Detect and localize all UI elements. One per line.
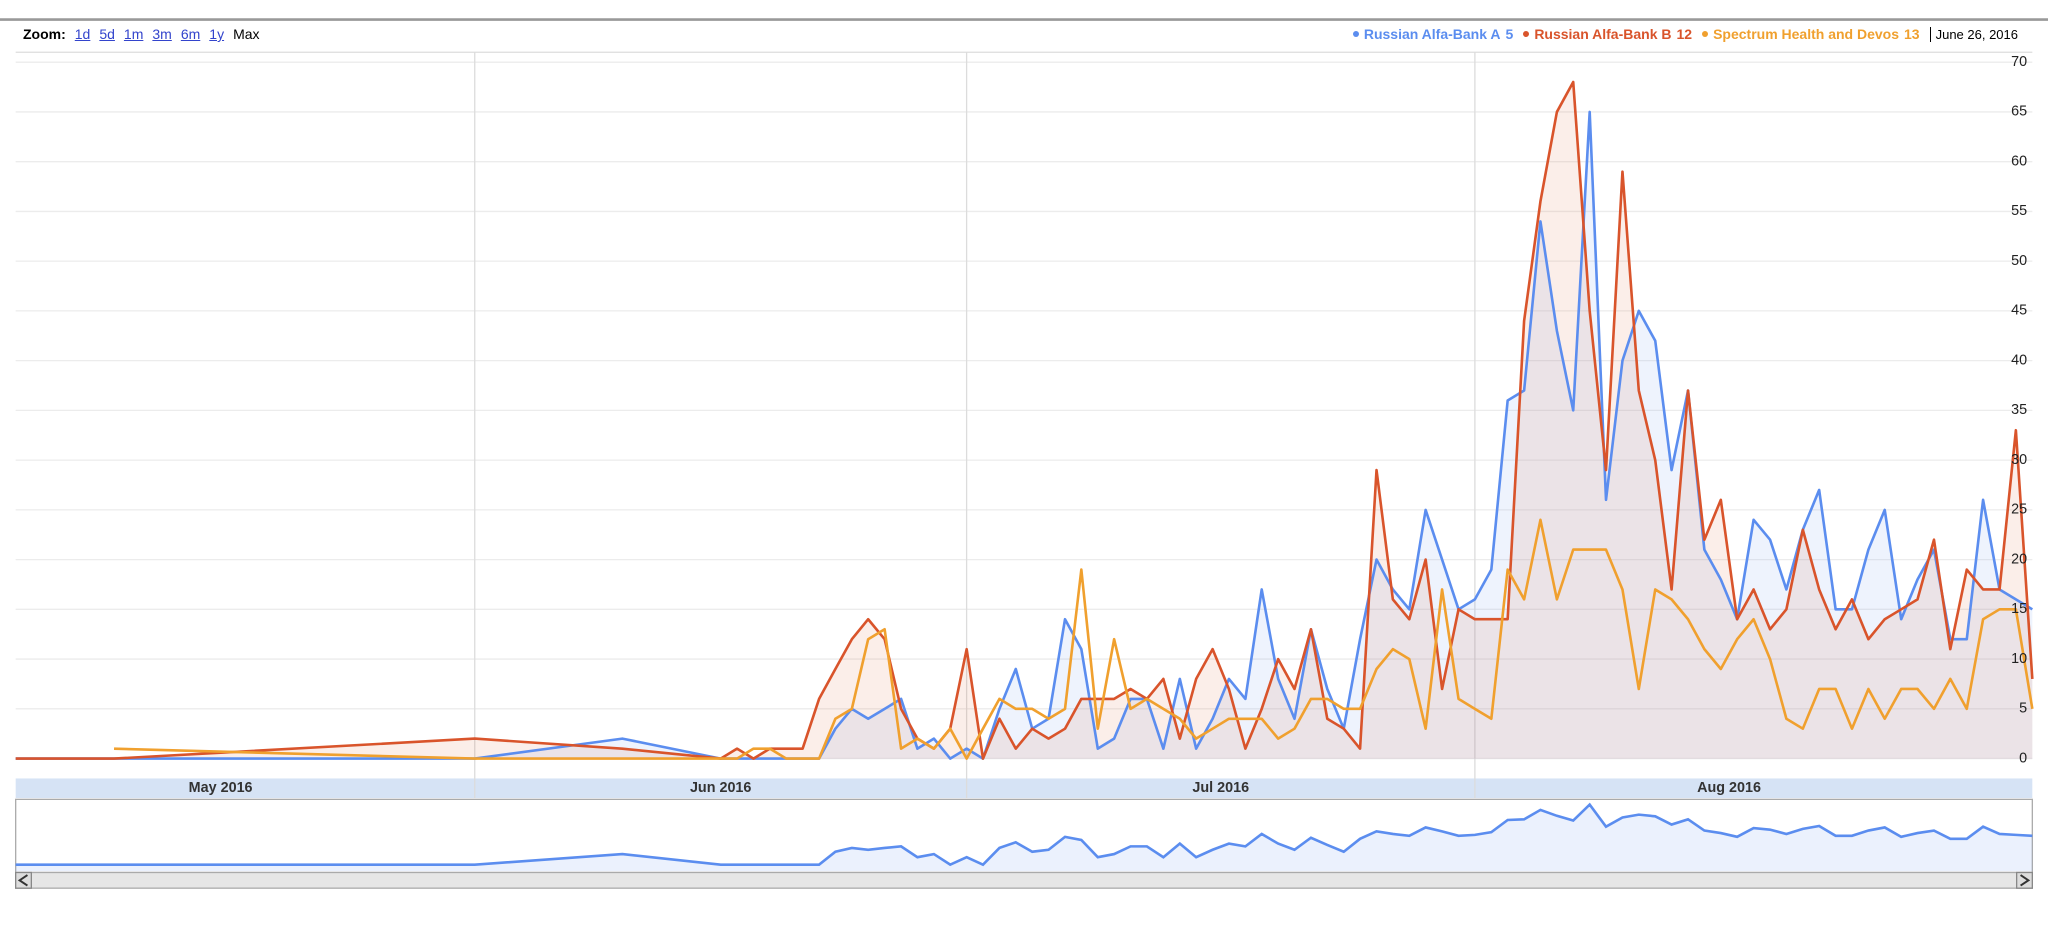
zoom-option[interactable]: 1d bbox=[74, 26, 91, 42]
y-tick-label: 40 bbox=[2011, 352, 2027, 368]
y-tick-label: 30 bbox=[2011, 452, 2027, 468]
navigator-plot bbox=[15, 802, 2033, 872]
x-tick-label: Aug 2016 bbox=[1697, 780, 1761, 796]
x-tick-label: Jun 2016 bbox=[690, 780, 751, 796]
y-tick-label: 70 bbox=[2011, 54, 2027, 70]
zoom-option[interactable]: 1m bbox=[123, 26, 144, 42]
navigator-area bbox=[15, 804, 2033, 872]
y-tick-label: 5 bbox=[2019, 701, 2027, 717]
zoom-option[interactable]: Max bbox=[233, 26, 260, 42]
navigator-line bbox=[15, 802, 2033, 867]
legend-value: 12 bbox=[1676, 26, 1693, 42]
y-tick-label: 10 bbox=[2011, 651, 2027, 667]
scroll-right[interactable] bbox=[2016, 871, 2033, 889]
zoom-option[interactable]: 3m bbox=[152, 26, 172, 42]
y-tick-label: 20 bbox=[2011, 551, 2027, 567]
legend-name: Russian Alfa-Bank B bbox=[1534, 26, 1672, 42]
navigator bbox=[15, 798, 2033, 874]
labels: 0 5 10 15 20 25 30 35 40 45 50 55 60 65 70 May 2016 Jun … bbox=[189, 54, 2027, 796]
y-tick-label: 45 bbox=[2011, 303, 2027, 319]
arrow-left bbox=[17, 874, 28, 887]
legend-dot bbox=[1352, 31, 1359, 37]
zoom-option[interactable]: 1y bbox=[209, 26, 225, 42]
legend-name: Russian Alfa-Bank A bbox=[1363, 26, 1501, 42]
zoom-option[interactable]: 5d bbox=[99, 26, 115, 42]
y-tick-label: 65 bbox=[2011, 104, 2027, 120]
legend-item: Spectrum Health and Devos 13 bbox=[1702, 26, 1920, 42]
hover-date: June 26, 2016 bbox=[1929, 26, 2018, 42]
legend-value: 5 bbox=[1505, 26, 1514, 42]
y-tick-label: 25 bbox=[2011, 502, 2027, 518]
legend-dot bbox=[1702, 31, 1709, 37]
x-tick-label: May 2016 bbox=[189, 780, 253, 796]
area-fill bbox=[15, 111, 2033, 759]
areas bbox=[15, 82, 2033, 759]
legend-item: Russian Alfa-Bank B 12 bbox=[1523, 26, 1692, 42]
series-line bbox=[15, 80, 2034, 760]
zoom-bar: Zoom: 1d 5d 1m 3m 6m 1y Max bbox=[23, 26, 260, 42]
y-tick-label: 60 bbox=[2011, 153, 2027, 169]
x-tick-label: Jul 2016 bbox=[1192, 780, 1249, 796]
grid bbox=[15, 52, 2033, 799]
arrow-right bbox=[2020, 874, 2031, 887]
area-fill bbox=[15, 82, 2033, 759]
y-tick-label: 0 bbox=[2019, 750, 2027, 766]
zoom-label: Zoom: bbox=[23, 26, 66, 42]
scroll-left[interactable] bbox=[15, 871, 32, 889]
y-tick-label: 55 bbox=[2011, 203, 2027, 219]
series-line bbox=[113, 518, 2034, 760]
legend-dot bbox=[1523, 31, 1530, 37]
zoom-option[interactable]: 6m bbox=[180, 26, 201, 42]
y-tick-label: 50 bbox=[2011, 253, 2027, 269]
y-tick-label: 35 bbox=[2011, 402, 2027, 418]
month-band bbox=[15, 778, 2033, 799]
legend-value: 13 bbox=[1904, 26, 1920, 42]
legend-name: Spectrum Health and Devos bbox=[1713, 26, 1900, 42]
scrollbar[interactable] bbox=[15, 871, 2033, 889]
y-tick-label: 15 bbox=[2011, 601, 2027, 617]
lines bbox=[15, 80, 2034, 760]
